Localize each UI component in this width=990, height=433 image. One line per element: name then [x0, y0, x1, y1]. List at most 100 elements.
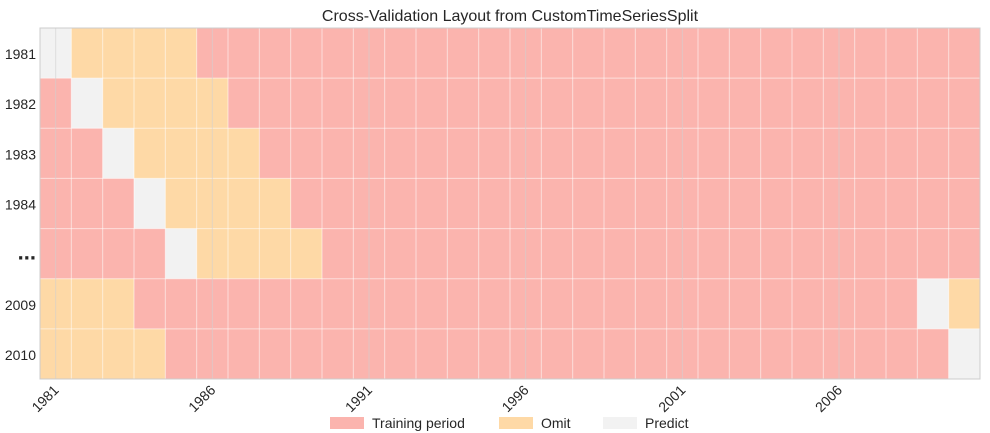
heatmap-cell-train	[165, 278, 198, 330]
heatmap-cell-train	[917, 78, 950, 129]
heatmap-cell-train	[478, 278, 511, 330]
heatmap-cell-train	[541, 28, 574, 79]
y-tick-label: 1981	[5, 46, 36, 62]
heatmap-cell-train	[416, 28, 448, 79]
heatmap-cell-train	[886, 28, 918, 79]
heatmap-cell-train	[228, 328, 260, 380]
heatmap-cell-train	[228, 28, 260, 79]
legend-entry: Omit	[499, 415, 571, 431]
heatmap-cell-train	[290, 178, 323, 229]
heatmap-cell-train	[384, 178, 417, 229]
heatmap-cell-predict	[917, 278, 950, 330]
heatmap-cell-train	[416, 228, 448, 280]
x-tick-labels: 1981 1986 1991 1996 2001 2006	[28, 382, 845, 415]
heatmap-cell-train	[729, 278, 762, 330]
heatmap-cell-train	[71, 178, 104, 229]
heatmap-cell-train	[478, 28, 511, 79]
heatmap-cell-train	[698, 228, 730, 280]
heatmap-cell-train	[604, 278, 636, 330]
heatmap-cell-train	[384, 328, 417, 380]
heatmap-cell-train	[322, 328, 354, 380]
legend-entry: Predict	[603, 415, 689, 431]
heatmap-cell-train	[447, 328, 480, 380]
heatmap-cell-train	[854, 28, 887, 79]
heatmap-cell-train	[760, 128, 793, 179]
heatmap-cell-train	[290, 78, 323, 129]
heatmap-cell-omit	[165, 178, 198, 229]
heatmap-cell-train	[447, 78, 480, 129]
heatmap-cell-train	[290, 328, 323, 380]
heatmap-cell-train	[134, 228, 166, 280]
heatmap-cell-train	[948, 228, 981, 280]
heatmap-cell-train	[541, 328, 574, 380]
heatmap-cell-train	[572, 228, 605, 280]
heatmap-cell-train	[228, 278, 260, 330]
heatmap-cell-train	[416, 278, 448, 330]
heatmap-cell-omit	[165, 78, 198, 129]
heatmap-cell-train	[71, 228, 104, 280]
heatmap-cell-train	[322, 128, 354, 179]
heatmap-cell-omit	[228, 228, 260, 280]
heatmap-cell-train	[416, 328, 448, 380]
heatmap-cell-omit	[71, 328, 104, 380]
heatmap-cell-train	[948, 128, 981, 179]
heatmap-cell-train	[447, 128, 480, 179]
heatmap-cell-train	[760, 278, 793, 330]
y-tick-label: 2010	[5, 347, 36, 363]
heatmap-cell-train	[635, 178, 668, 229]
heatmap-cell-omit	[71, 28, 104, 79]
heatmap-cell-train	[886, 128, 918, 179]
heatmap-cell-train	[854, 228, 887, 280]
heatmap-cell-train	[259, 328, 292, 380]
heatmap-cell-omit	[134, 78, 166, 129]
heatmap-cell-train	[416, 78, 448, 129]
heatmap-cell-train	[917, 328, 950, 380]
heatmap-cell-train	[760, 78, 793, 129]
heatmap-cell-train	[792, 278, 824, 330]
heatmap-cell-omit	[228, 178, 260, 229]
heatmap-cells	[40, 28, 981, 380]
heatmap-cell-train	[322, 228, 354, 280]
x-tick-label: 2001	[655, 382, 688, 415]
heatmap-cell-train	[290, 128, 323, 179]
heatmap-cell-omit	[102, 28, 135, 79]
heatmap-cell-train	[635, 328, 668, 380]
heatmap-cell-train	[760, 178, 793, 229]
heatmap-cell-omit	[228, 128, 260, 179]
heatmap-cell-train	[917, 128, 950, 179]
y-tick-labels: 1981 1982 1983 1984... 2009 2010	[5, 46, 36, 363]
heatmap-cell-train	[792, 178, 824, 229]
heatmap-cell-train	[604, 128, 636, 179]
x-tick-label: 2006	[812, 382, 845, 415]
heatmap-cell-omit	[259, 228, 292, 280]
heatmap-cell-train	[478, 128, 511, 179]
heatmap-cell-train	[447, 178, 480, 229]
heatmap-cell-train	[416, 128, 448, 179]
heatmap-cell-train	[854, 278, 887, 330]
legend-swatch	[603, 417, 637, 429]
legend-swatch	[330, 417, 364, 429]
heatmap-cell-train	[572, 28, 605, 79]
heatmap-cell-train	[635, 28, 668, 79]
heatmap-cell-train	[948, 78, 981, 129]
heatmap-cell-omit	[134, 28, 166, 79]
heatmap-cell-train	[290, 28, 323, 79]
plot-frame	[39, 27, 981, 380]
y-tick-label: ...	[18, 240, 36, 265]
heatmap-cell-train	[760, 328, 793, 380]
heatmap-cell-train	[102, 228, 135, 280]
heatmap-cell-train	[698, 128, 730, 179]
legend-swatch	[499, 417, 533, 429]
heatmap-cell-train	[572, 78, 605, 129]
heatmap-cell-train	[572, 328, 605, 380]
heatmap-cell-train	[948, 178, 981, 229]
heatmap-cell-train	[384, 78, 417, 129]
heatmap-cell-train	[886, 228, 918, 280]
heatmap-cell-train	[792, 228, 824, 280]
legend-label: Predict	[645, 415, 689, 431]
heatmap-cell-train	[760, 228, 793, 280]
heatmap-cell-train	[729, 228, 762, 280]
heatmap-cell-train	[729, 128, 762, 179]
heatmap-cell-train	[384, 128, 417, 179]
heatmap-cell-train	[259, 28, 292, 79]
